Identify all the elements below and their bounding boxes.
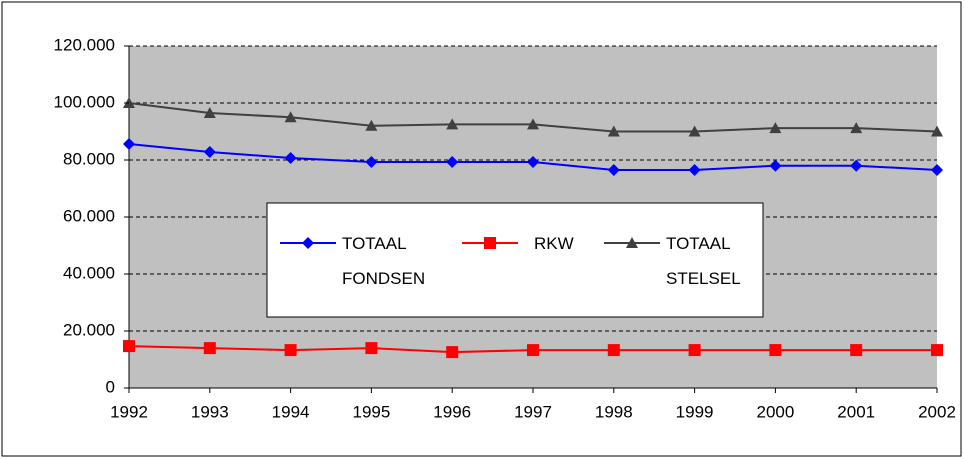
marker bbox=[123, 138, 135, 151]
marker bbox=[850, 344, 863, 357]
x-tick-label: 1995 bbox=[352, 402, 390, 421]
marker bbox=[769, 122, 782, 134]
marker bbox=[123, 340, 135, 353]
y-tick-label: 100.000 bbox=[54, 92, 115, 111]
marker bbox=[688, 125, 701, 137]
marker bbox=[688, 344, 701, 357]
x-tick-label: 1996 bbox=[433, 402, 471, 421]
marker bbox=[850, 159, 863, 172]
x-tick-label: 1999 bbox=[676, 402, 714, 421]
x-tick-label: 1993 bbox=[191, 402, 229, 421]
marker bbox=[607, 344, 620, 357]
y-tick-label: 40.000 bbox=[63, 263, 115, 282]
marker bbox=[284, 344, 297, 357]
marker bbox=[688, 163, 701, 176]
marker bbox=[931, 125, 943, 137]
x-tick-label: 2001 bbox=[837, 402, 875, 421]
legend-label: TOTAAL STELSEL bbox=[666, 234, 741, 288]
y-tick-label: 0 bbox=[106, 377, 115, 396]
legend-label: TOTAAL FONDSEN bbox=[342, 234, 426, 288]
legend bbox=[266, 202, 764, 318]
marker bbox=[527, 344, 539, 357]
marker bbox=[850, 122, 863, 134]
marker bbox=[769, 344, 782, 357]
marker bbox=[284, 111, 297, 123]
marker bbox=[365, 342, 378, 355]
marker bbox=[484, 237, 496, 249]
x-tick-label: 1997 bbox=[514, 402, 552, 421]
marker bbox=[626, 237, 638, 248]
x-tick-label: 1992 bbox=[110, 402, 148, 421]
marker bbox=[365, 119, 378, 131]
marker bbox=[302, 237, 314, 249]
y-tick-label: 120.000 bbox=[54, 35, 115, 54]
marker bbox=[769, 159, 782, 172]
x-tick-label: 2002 bbox=[918, 402, 956, 421]
x-tick-label: 1998 bbox=[595, 402, 633, 421]
marker bbox=[527, 118, 539, 130]
legend-label: RKW bbox=[534, 234, 574, 253]
y-tick-label: 60.000 bbox=[63, 206, 115, 225]
marker bbox=[203, 146, 216, 159]
marker bbox=[446, 346, 459, 359]
marker bbox=[931, 344, 943, 357]
marker bbox=[931, 163, 943, 176]
y-tick-label: 80.000 bbox=[63, 149, 115, 168]
marker bbox=[446, 155, 459, 168]
marker bbox=[607, 125, 620, 137]
y-tick-label: 20.000 bbox=[63, 320, 115, 339]
marker bbox=[607, 163, 620, 176]
marker bbox=[203, 342, 216, 355]
x-tick-label: 2000 bbox=[756, 402, 794, 421]
marker bbox=[446, 118, 459, 130]
marker bbox=[203, 106, 216, 118]
marker bbox=[527, 155, 539, 168]
x-tick-label: 1994 bbox=[272, 402, 310, 421]
marker bbox=[284, 152, 297, 165]
marker bbox=[365, 155, 378, 168]
